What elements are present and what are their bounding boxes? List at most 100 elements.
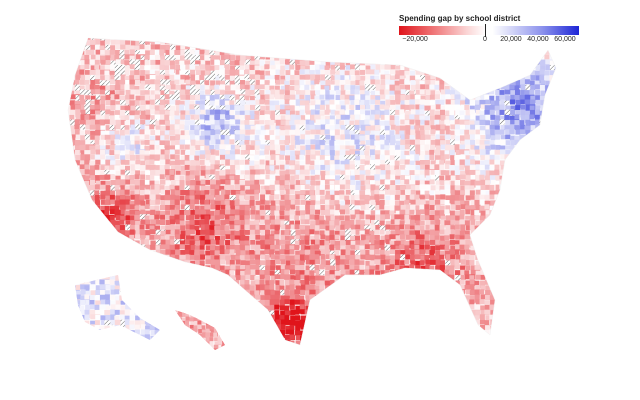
district-cell (270, 79, 276, 88)
district-cell (219, 249, 225, 255)
district-cell (134, 205, 140, 211)
district-cell (245, 49, 251, 55)
district-cell (124, 129, 130, 135)
district-cell (539, 220, 550, 226)
district-cell (370, 184, 376, 193)
district-cell (520, 79, 526, 85)
district-cell (190, 80, 196, 86)
district-cell (185, 180, 191, 186)
district-cell (95, 244, 101, 250)
district-cell (524, 160, 530, 166)
district-cell (265, 169, 271, 175)
district-cell (294, 184, 305, 190)
district-cell (549, 119, 555, 128)
district-cell (364, 229, 370, 235)
district-cell (68, 160, 71, 169)
district-cell (85, 254, 91, 260)
district-cell (334, 240, 345, 246)
district-cell (109, 124, 115, 130)
district-cell (219, 239, 225, 248)
district-cell (464, 99, 470, 105)
district-cell (359, 190, 370, 199)
district-cell (545, 209, 551, 215)
district-cell (175, 100, 181, 106)
district-cell (109, 49, 120, 58)
district-cell (429, 55, 435, 61)
district-cell (330, 135, 336, 141)
district-cell (385, 224, 391, 230)
district-cell (119, 100, 130, 109)
district-cell (229, 75, 235, 81)
district-cell (109, 169, 115, 178)
district-cell (450, 160, 456, 166)
district-cell (354, 110, 360, 116)
district-cell (135, 229, 141, 235)
district-cell (419, 244, 425, 250)
district-cell (264, 80, 270, 86)
district-cell (144, 145, 155, 151)
district-cell (384, 214, 390, 220)
district-cell (350, 154, 361, 160)
district-cell (164, 164, 170, 170)
district-cell (320, 74, 326, 83)
district-cell (280, 269, 286, 275)
district-cell (280, 245, 286, 254)
district-cell (475, 134, 486, 140)
district-cell (475, 80, 481, 89)
district-cell (249, 74, 260, 80)
district-cell (159, 64, 165, 73)
district-cell (419, 195, 425, 201)
district-cell (84, 225, 90, 231)
district-cell (315, 180, 321, 186)
district-cell (145, 219, 151, 225)
district-cell (560, 240, 570, 248)
district-cell (200, 60, 206, 66)
district-cell (390, 169, 401, 178)
district-cell (129, 38, 135, 40)
district-cell (305, 265, 311, 271)
district-cell (134, 224, 140, 233)
district-cell (240, 100, 246, 106)
district-cell (299, 74, 310, 80)
district-cell (335, 38, 346, 39)
district-cell (314, 244, 320, 250)
district-cell (259, 84, 270, 90)
district-cell (519, 229, 525, 235)
district-cell (419, 225, 425, 231)
district-cell (60, 259, 65, 264)
district-cell (300, 145, 306, 151)
district-cell (370, 105, 376, 111)
district-cell (510, 149, 521, 155)
district-cell (254, 179, 260, 185)
district-cell (270, 40, 276, 46)
district-cell (334, 85, 340, 91)
district-cell (285, 255, 291, 261)
district-cell (290, 155, 296, 164)
district-cell (240, 120, 246, 126)
district-cell (279, 140, 285, 146)
district-cell (399, 220, 405, 226)
district-cell (539, 84, 545, 90)
district-cell (490, 179, 496, 185)
district-cell (520, 204, 526, 210)
district-cell (255, 214, 261, 223)
district-cell (74, 249, 85, 255)
district-cell (100, 245, 111, 254)
district-cell (160, 250, 171, 259)
district-cell (385, 130, 391, 139)
district-cell (329, 244, 335, 253)
district-cell (345, 109, 351, 115)
district-cell (390, 64, 396, 70)
district-cell (245, 80, 256, 89)
district-cell (404, 144, 410, 150)
district-cell (69, 265, 75, 274)
district-cell (465, 50, 476, 59)
district-cell (169, 60, 175, 66)
district-cell (224, 139, 230, 148)
district-cell (545, 120, 556, 126)
district-cell (474, 120, 480, 129)
district-cell (561, 130, 566, 135)
district-cell (154, 114, 165, 123)
district-cell (430, 74, 436, 80)
district-cell (374, 39, 380, 45)
